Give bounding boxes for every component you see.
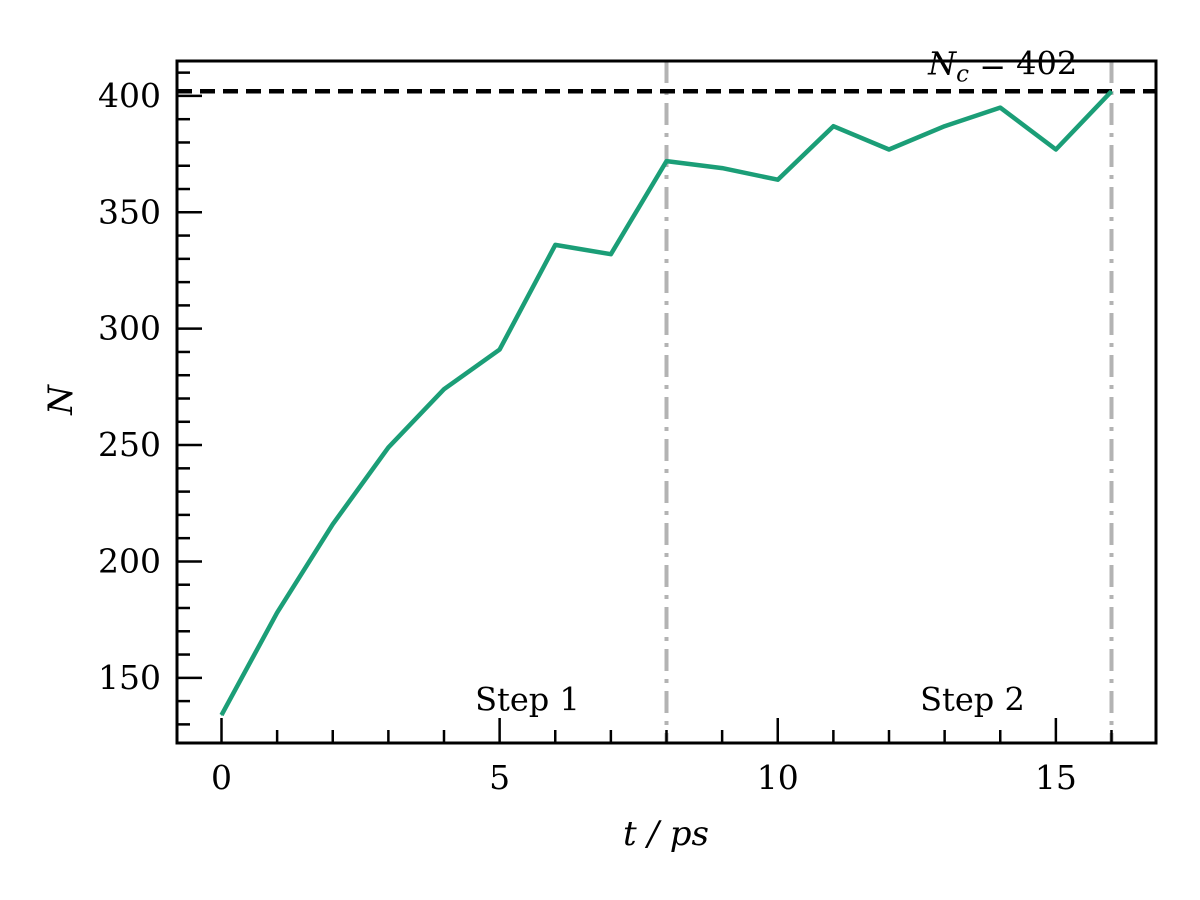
step-annotation-1: Step 1 <box>475 680 580 718</box>
x-tick-label: 10 <box>757 758 799 797</box>
y-axis-label: N <box>41 384 81 416</box>
axis-labels: t / ps N <box>41 384 709 854</box>
chart-marks <box>177 61 1156 743</box>
data-point <box>1111 90 1112 92</box>
data-point <box>499 349 501 351</box>
data-point <box>999 107 1001 109</box>
data-point <box>944 125 946 127</box>
data-point <box>221 714 222 716</box>
x-axis-label: t / ps <box>623 814 709 854</box>
data-point <box>1055 148 1057 150</box>
y-tick-label: 200 <box>98 541 161 580</box>
data-point <box>276 612 278 614</box>
y-tick-label: 350 <box>98 192 161 231</box>
data-point <box>554 244 556 246</box>
y-tick-label: 400 <box>98 76 161 115</box>
data-point <box>387 446 389 448</box>
data-point <box>888 148 890 150</box>
axis-ticks: 0 5 10 15 150 200 250 300 350 400 <box>98 71 1113 797</box>
data-point <box>332 523 334 525</box>
data-point <box>666 160 667 162</box>
reference-line-label: Nc = 402 <box>927 44 1077 87</box>
y-tick-label: 150 <box>98 658 161 697</box>
data-point <box>443 388 445 390</box>
x-tick-label: 15 <box>1035 758 1077 797</box>
x-tick-label: 5 <box>489 758 510 797</box>
y-tick-label: 250 <box>98 425 161 464</box>
data-point <box>832 125 834 127</box>
y-tick-label: 300 <box>98 309 161 348</box>
data-point <box>721 167 723 169</box>
data-point <box>777 179 779 181</box>
annotations: Step 1 Step 2 Nc = 402 <box>475 44 1077 718</box>
data-point <box>610 253 612 255</box>
step-annotation-2: Step 2 <box>920 680 1025 718</box>
x-tick-label: 0 <box>211 758 232 797</box>
